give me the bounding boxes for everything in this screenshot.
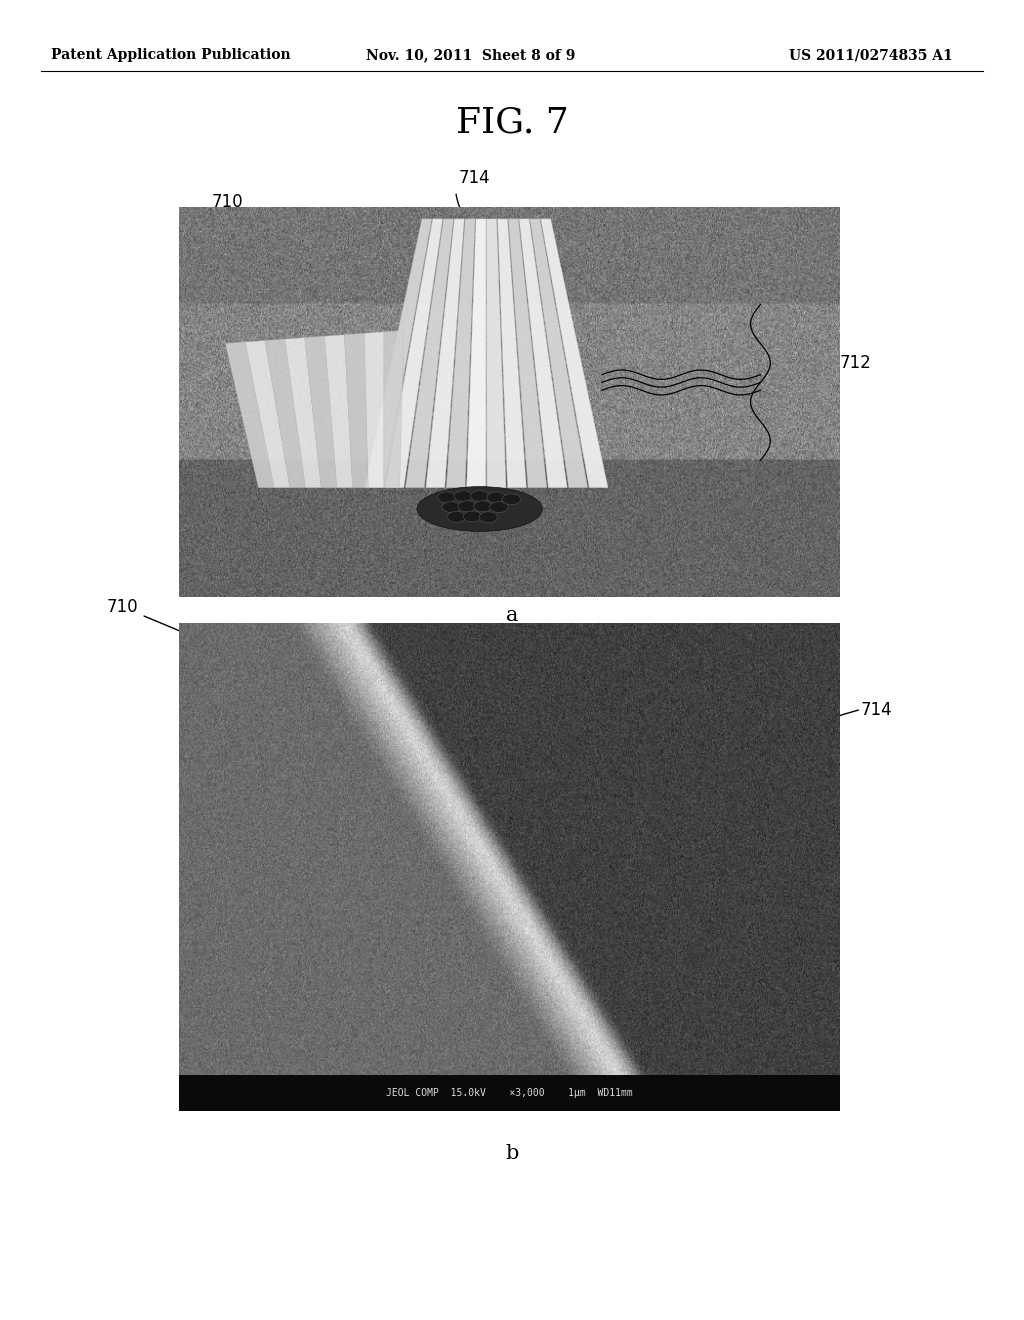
Polygon shape	[305, 337, 337, 487]
Text: 714: 714	[860, 701, 892, 719]
Polygon shape	[426, 219, 464, 487]
Text: 714: 714	[459, 169, 490, 187]
Polygon shape	[541, 219, 608, 487]
Text: 710: 710	[212, 193, 346, 282]
Text: Nov. 10, 2011  Sheet 8 of 9: Nov. 10, 2011 Sheet 8 of 9	[367, 49, 575, 62]
Polygon shape	[384, 330, 403, 487]
Circle shape	[442, 502, 461, 512]
Circle shape	[458, 500, 476, 512]
Polygon shape	[365, 331, 384, 487]
Circle shape	[479, 512, 498, 523]
Polygon shape	[285, 338, 322, 487]
Polygon shape	[519, 219, 567, 487]
Polygon shape	[406, 219, 454, 487]
Circle shape	[454, 491, 472, 502]
Circle shape	[447, 511, 466, 523]
Circle shape	[470, 491, 489, 502]
Polygon shape	[508, 219, 547, 487]
Text: Patent Application Publication: Patent Application Publication	[51, 49, 291, 62]
Text: JEOL COMP  15.0kV    ×3,000    1μm  WD11mm: JEOL COMP 15.0kV ×3,000 1μm WD11mm	[386, 1088, 633, 1098]
Circle shape	[489, 502, 508, 512]
Circle shape	[474, 500, 493, 512]
Text: FIG. 7: FIG. 7	[456, 106, 568, 140]
Text: 712: 712	[761, 354, 871, 376]
Polygon shape	[265, 339, 305, 487]
Polygon shape	[530, 219, 588, 487]
Polygon shape	[365, 219, 432, 487]
Polygon shape	[385, 219, 442, 487]
Circle shape	[437, 492, 456, 503]
Text: b: b	[506, 1144, 518, 1163]
Text: US 2011/0274835 A1: US 2011/0274835 A1	[788, 49, 952, 62]
Ellipse shape	[417, 487, 543, 532]
Text: a: a	[506, 606, 518, 624]
Circle shape	[463, 511, 481, 521]
Polygon shape	[446, 219, 475, 487]
Circle shape	[502, 494, 520, 504]
Polygon shape	[486, 219, 506, 487]
Polygon shape	[344, 334, 369, 487]
Text: 710: 710	[108, 598, 294, 678]
Polygon shape	[246, 341, 290, 487]
Bar	[179, 1074, 840, 1111]
Polygon shape	[225, 342, 274, 487]
Polygon shape	[325, 335, 352, 487]
Polygon shape	[467, 219, 506, 487]
Polygon shape	[467, 219, 485, 487]
Circle shape	[487, 492, 506, 503]
Polygon shape	[498, 219, 526, 487]
